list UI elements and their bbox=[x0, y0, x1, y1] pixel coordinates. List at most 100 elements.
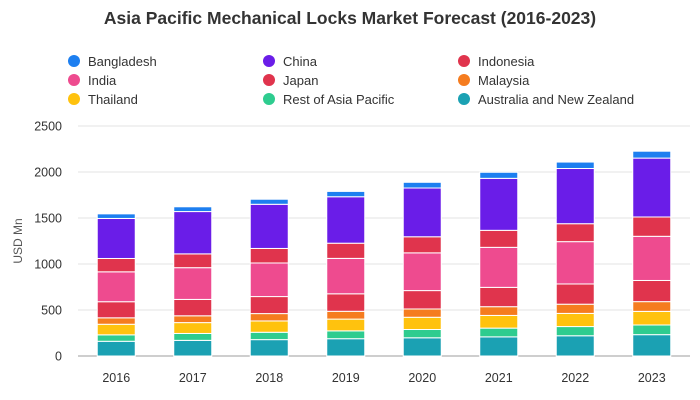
bar-segment[interactable] bbox=[555, 241, 595, 285]
bar-segment[interactable] bbox=[249, 262, 289, 298]
legend-item[interactable]: Rest of Asia Pacific bbox=[263, 91, 394, 107]
bar-segment[interactable] bbox=[249, 198, 289, 205]
bar-segment[interactable] bbox=[249, 313, 289, 322]
bar-segment[interactable] bbox=[173, 253, 213, 269]
bar-segment[interactable] bbox=[326, 310, 366, 320]
x-tick-label: 2021 bbox=[485, 371, 513, 385]
bar-segment[interactable] bbox=[96, 323, 136, 336]
legend-item[interactable]: Malaysia bbox=[458, 72, 529, 88]
bar-segment[interactable] bbox=[555, 335, 595, 357]
bar-segment[interactable] bbox=[402, 290, 442, 310]
legend-marker bbox=[263, 74, 275, 86]
bar-segment[interactable] bbox=[249, 203, 289, 249]
x-tick-label: 2017 bbox=[179, 371, 207, 385]
bar-segment[interactable] bbox=[479, 177, 519, 231]
bar-segment[interactable] bbox=[402, 187, 442, 238]
bar-segment[interactable] bbox=[173, 339, 213, 357]
bar-segment[interactable] bbox=[96, 271, 136, 303]
bar-segment[interactable] bbox=[249, 331, 289, 341]
bar-segment[interactable] bbox=[555, 283, 595, 305]
bar-segment[interactable] bbox=[326, 242, 366, 259]
bar-segment[interactable] bbox=[326, 330, 366, 340]
bar-segment[interactable] bbox=[173, 267, 213, 300]
bar-segment[interactable] bbox=[632, 324, 672, 336]
y-tick-label: 1500 bbox=[34, 212, 62, 226]
bar-segment[interactable] bbox=[555, 161, 595, 170]
legend-item[interactable]: India bbox=[68, 72, 116, 88]
bar-segment[interactable] bbox=[555, 223, 595, 243]
bar-segment[interactable] bbox=[249, 339, 289, 357]
bar-segment[interactable] bbox=[96, 334, 136, 342]
chart-title: Asia Pacific Mechanical Locks Market For… bbox=[103, 8, 597, 28]
y-tick-label: 2000 bbox=[34, 166, 62, 180]
bar-segment[interactable] bbox=[402, 337, 442, 357]
bar-segment[interactable] bbox=[96, 301, 136, 319]
bar-segment[interactable] bbox=[173, 332, 213, 341]
bar-segment[interactable] bbox=[173, 206, 213, 213]
bar-segment[interactable] bbox=[479, 246, 519, 288]
x-tick-label: 2019 bbox=[332, 371, 360, 385]
bar-segment[interactable] bbox=[96, 317, 136, 325]
bar-segment[interactable] bbox=[479, 229, 519, 248]
legend-marker bbox=[68, 93, 80, 105]
bar-segment[interactable] bbox=[173, 315, 213, 324]
bar-segment[interactable] bbox=[632, 279, 672, 303]
legend-marker bbox=[68, 74, 80, 86]
bar-segment[interactable] bbox=[632, 334, 672, 357]
legend-marker bbox=[263, 93, 275, 105]
bar-segment[interactable] bbox=[555, 312, 595, 328]
x-tick-label: 2022 bbox=[561, 371, 589, 385]
legend-marker bbox=[458, 93, 470, 105]
y-tick-label: 2500 bbox=[34, 120, 62, 134]
bar-segment[interactable] bbox=[326, 338, 366, 357]
bar-segment[interactable] bbox=[96, 257, 136, 273]
bar-segment[interactable] bbox=[249, 296, 289, 315]
bar-segment[interactable] bbox=[479, 306, 519, 316]
bar-segment[interactable] bbox=[632, 310, 672, 326]
bar-segment[interactable] bbox=[326, 190, 366, 198]
bar-segment[interactable] bbox=[173, 211, 213, 255]
legend-item[interactable]: Indonesia bbox=[458, 53, 534, 69]
bar-segment[interactable] bbox=[326, 318, 366, 332]
bar-segment[interactable] bbox=[402, 236, 442, 254]
bar-segment[interactable] bbox=[402, 329, 442, 339]
bar-segment[interactable] bbox=[96, 213, 136, 219]
bar-segment[interactable] bbox=[632, 216, 672, 237]
bar-segment[interactable] bbox=[173, 298, 213, 317]
bar-segment[interactable] bbox=[249, 247, 289, 264]
bar-segment[interactable] bbox=[96, 340, 136, 357]
bar-segment[interactable] bbox=[326, 196, 366, 244]
y-tick-label: 1000 bbox=[34, 258, 62, 272]
legend-item[interactable]: China bbox=[263, 53, 317, 69]
bar-segment[interactable] bbox=[632, 301, 672, 312]
bar-segment[interactable] bbox=[402, 308, 442, 318]
legend-item[interactable]: Bangladesh bbox=[68, 53, 157, 69]
bar-segment[interactable] bbox=[326, 257, 366, 295]
bar-segment[interactable] bbox=[402, 316, 442, 331]
bar-segment[interactable] bbox=[479, 314, 519, 329]
bar-segment[interactable] bbox=[479, 327, 519, 338]
bar-segment[interactable] bbox=[402, 181, 442, 189]
bar-segment[interactable] bbox=[555, 303, 595, 314]
bar-segment[interactable] bbox=[96, 217, 136, 259]
legend-item[interactable]: Japan bbox=[263, 72, 318, 88]
y-tick-label: 0 bbox=[55, 350, 62, 364]
bar-segment[interactable] bbox=[632, 150, 672, 159]
y-axis-title: USD Mn bbox=[11, 218, 25, 263]
bar-segment[interactable] bbox=[249, 320, 289, 333]
bar-segment[interactable] bbox=[555, 326, 595, 337]
legend-item[interactable]: Australia and New Zealand bbox=[458, 91, 634, 107]
legend-marker bbox=[68, 55, 80, 67]
bar-segment[interactable] bbox=[326, 293, 366, 312]
bar-segment[interactable] bbox=[555, 168, 595, 225]
bar-segment[interactable] bbox=[479, 171, 519, 179]
bar-segment[interactable] bbox=[402, 252, 442, 292]
bar-segment[interactable] bbox=[173, 322, 213, 334]
bar-segment[interactable] bbox=[479, 286, 519, 308]
bar-segment[interactable] bbox=[479, 336, 519, 357]
x-tick-label: 2023 bbox=[638, 371, 666, 385]
legend-item[interactable]: Thailand bbox=[68, 91, 138, 107]
bar-segment[interactable] bbox=[632, 235, 672, 281]
bar-segment[interactable] bbox=[632, 157, 672, 218]
